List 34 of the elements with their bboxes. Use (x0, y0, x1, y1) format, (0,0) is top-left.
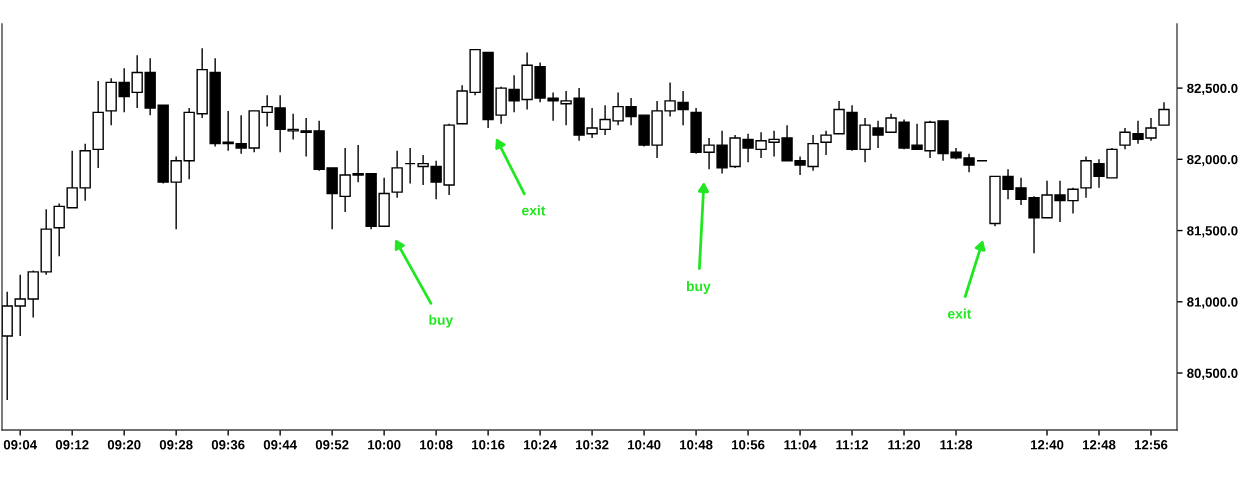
candlestick (820, 130, 832, 156)
x-tick-label: 09:12 (55, 440, 89, 450)
x-tick-label: 10:40 (628, 440, 661, 450)
x-tick-label: 09:52 (315, 440, 349, 450)
x-tick-label: 10:08 (420, 440, 453, 450)
x-tick-label: 09:44 (263, 440, 297, 450)
annotation: buy (686, 281, 711, 294)
x-tick-label: 11:20 (888, 440, 921, 450)
x-tick-label: 11:04 (784, 440, 817, 450)
x-tick-label: 12:56 (1134, 440, 1168, 450)
x-tick-label: 10:24 (524, 440, 557, 450)
annotation: exit (522, 205, 546, 216)
annotation: exit (947, 308, 972, 319)
x-tick-label: 09:28 (159, 440, 193, 450)
x-tick-label: 12:48 (1082, 440, 1116, 450)
x-tick-label: 11:28 (940, 440, 973, 450)
y-tick-label: 81,000.0 (1187, 297, 1238, 309)
y-tick-label: 81,500.0 (1187, 226, 1238, 238)
x-tick-label: 12:40 (1030, 440, 1064, 450)
x-tick-label: 10:16 (472, 440, 505, 450)
x-tick-label: 10:00 (368, 440, 401, 450)
y-tick-label: 82,500.0 (1187, 83, 1238, 95)
x-tick-label: 10:32 (576, 440, 609, 450)
x-tick-label: 09:20 (107, 440, 141, 450)
annotation: buy (429, 314, 454, 328)
x-tick-label: 10:56 (732, 440, 765, 450)
x-tick-label: 10:48 (680, 440, 713, 450)
candlestick (404, 147, 416, 185)
y-tick-label: 80,500.0 (1187, 368, 1238, 380)
candlestick (1158, 101, 1170, 126)
x-tick-label: 09:36 (211, 440, 245, 450)
y-tick-label: 82,000.0 (1187, 154, 1238, 167)
x-tick-label: 09:04 (3, 440, 37, 450)
x-tick-label: 11:12 (836, 440, 869, 450)
